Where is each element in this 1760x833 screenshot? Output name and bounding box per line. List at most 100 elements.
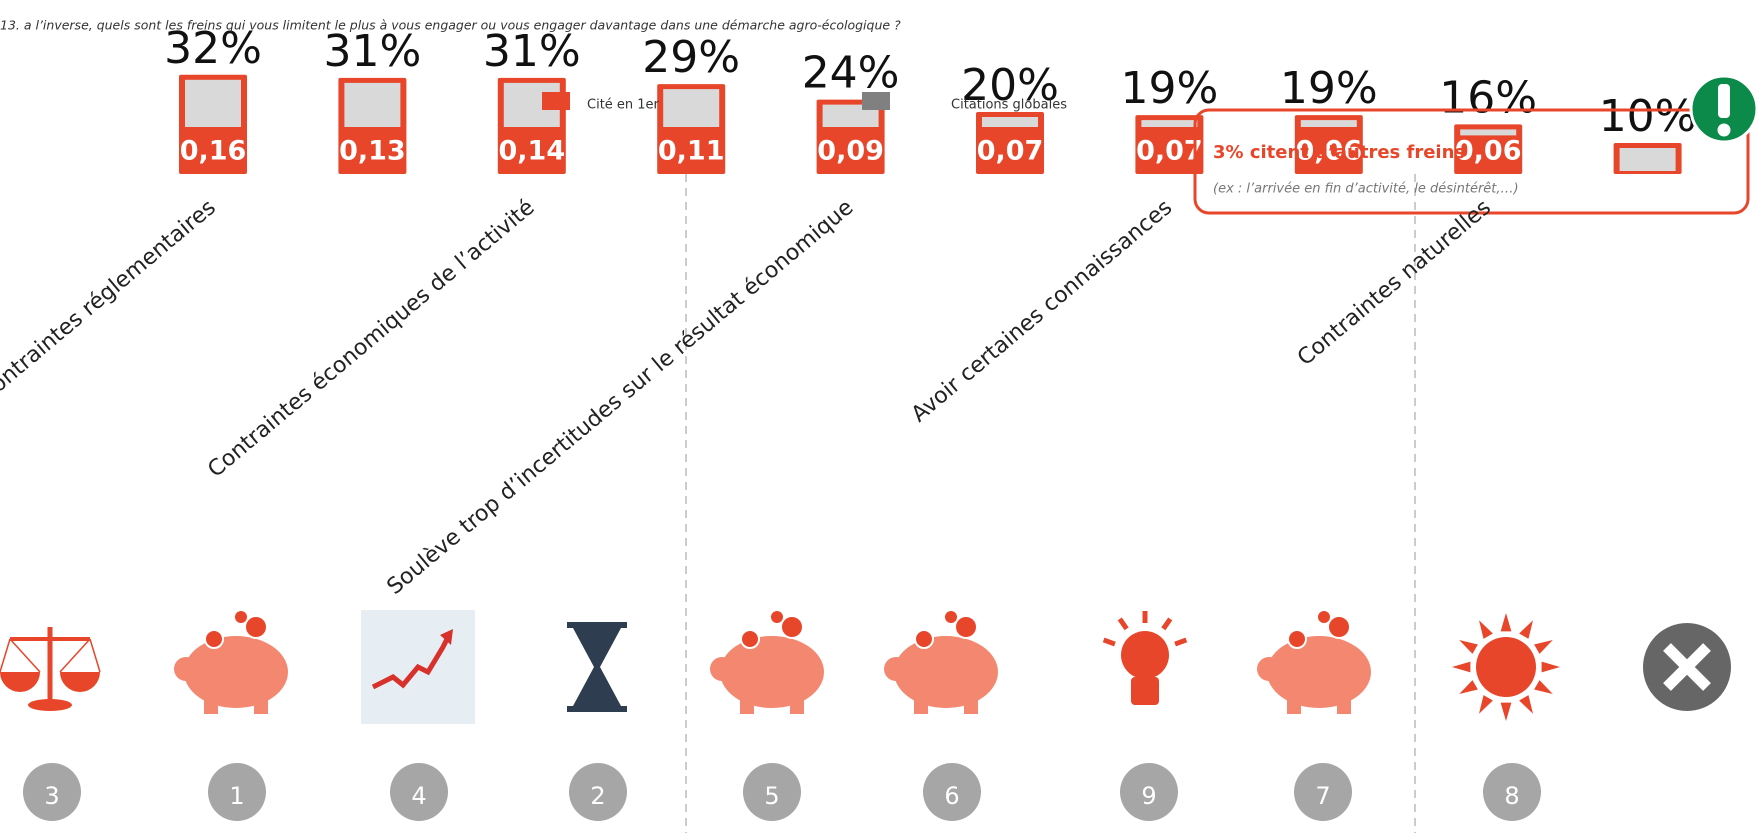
bar-inner	[1619, 148, 1676, 171]
icon-graph	[361, 610, 475, 724]
p	[1459, 680, 1478, 694]
p	[1663, 643, 1711, 691]
rank-label: 6	[944, 782, 959, 810]
bar-group: 0,09 24%	[802, 48, 899, 174]
rank-label: 8	[1504, 782, 1519, 810]
p	[233, 609, 249, 625]
rank-label: 5	[764, 782, 779, 810]
p	[1257, 657, 1281, 681]
p	[884, 657, 908, 681]
bar-inner	[1300, 120, 1357, 127]
p	[1479, 620, 1493, 639]
legend-label: Citations globales	[951, 98, 1067, 113]
rank-label: 1	[229, 782, 244, 810]
legend-swatch	[542, 92, 570, 110]
icon-sun	[1452, 613, 1560, 721]
icon-x	[1643, 623, 1731, 711]
bar-inner	[982, 117, 1038, 127]
percent-label: 32%	[164, 23, 262, 74]
rank-badge	[1483, 763, 1541, 821]
p	[184, 636, 288, 708]
value-label: 0,13	[339, 136, 406, 167]
bar-inner	[1460, 129, 1517, 136]
bar-inner	[1141, 120, 1198, 127]
p	[1476, 637, 1536, 697]
bar-group: 0,13 31%	[324, 26, 422, 174]
percent-label: 31%	[324, 26, 422, 77]
p	[1117, 617, 1129, 631]
icon-glass	[567, 622, 627, 712]
p	[1479, 695, 1493, 714]
p	[28, 699, 72, 711]
p	[573, 628, 621, 706]
p	[1534, 640, 1553, 654]
bar-group: 0,07 20%	[961, 60, 1059, 174]
p	[769, 609, 785, 625]
p	[1267, 636, 1371, 708]
value-label: 0,16	[180, 136, 247, 167]
rank-badge	[1120, 763, 1178, 821]
p	[780, 615, 804, 639]
percent-label: 19%	[1121, 63, 1219, 114]
p	[1337, 692, 1351, 714]
bar	[976, 112, 1044, 174]
icon-scale	[0, 627, 101, 711]
p	[567, 622, 627, 628]
bar-group: 0,06 19%	[1280, 63, 1378, 174]
p	[1161, 617, 1173, 631]
rank-label: 9	[1141, 782, 1156, 810]
value-label: 0,09	[817, 136, 884, 167]
alert-icon	[1689, 74, 1759, 144]
p	[914, 629, 934, 649]
category-label: Avoir certaines connaissances	[907, 195, 1177, 427]
icon-pig	[1257, 609, 1371, 714]
p	[740, 629, 760, 649]
callout-title: 3% citent d’autres freins	[1213, 142, 1465, 163]
p	[1500, 702, 1512, 721]
callout-box	[1193, 108, 1750, 215]
bar-inner	[185, 79, 241, 127]
p	[1534, 680, 1553, 694]
bar-group: 0,06 16%	[1439, 72, 1537, 174]
bar-group: 10%	[1599, 91, 1697, 174]
p	[1327, 615, 1351, 639]
bar-inner	[344, 82, 401, 127]
p	[1121, 631, 1169, 679]
value-label: 0,14	[498, 136, 565, 167]
rank-badge	[23, 763, 81, 821]
value-label: 0,11	[658, 136, 725, 167]
p	[204, 692, 218, 714]
percent-label: 10%	[1599, 91, 1697, 142]
p	[174, 657, 198, 681]
bar-inner	[663, 89, 720, 127]
icon-pig	[174, 609, 288, 714]
p	[1519, 695, 1533, 714]
p	[1452, 661, 1471, 673]
value-label: 0,07	[1136, 136, 1203, 167]
rank-badge	[1294, 763, 1352, 821]
value-label: 0,06	[1455, 136, 1522, 167]
value-label: 0,06	[1295, 136, 1362, 167]
percent-label: 19%	[1280, 63, 1378, 114]
p	[244, 615, 268, 639]
p	[914, 692, 928, 714]
p	[1102, 637, 1116, 647]
p	[1174, 637, 1188, 647]
p	[740, 692, 754, 714]
p	[1500, 613, 1512, 632]
legend-swatch	[862, 92, 890, 110]
p	[440, 629, 453, 645]
p	[1316, 609, 1332, 625]
percent-label: 29%	[642, 32, 740, 83]
p	[0, 672, 100, 692]
bar	[1294, 115, 1363, 174]
rank-badge	[569, 763, 627, 821]
legend-label: Cité en 1er	[587, 98, 660, 113]
icon-pig	[884, 609, 998, 714]
rank-badge	[390, 763, 448, 821]
p	[567, 706, 627, 712]
p	[964, 692, 978, 714]
percent-label: 16%	[1439, 72, 1537, 123]
p	[1459, 640, 1478, 654]
